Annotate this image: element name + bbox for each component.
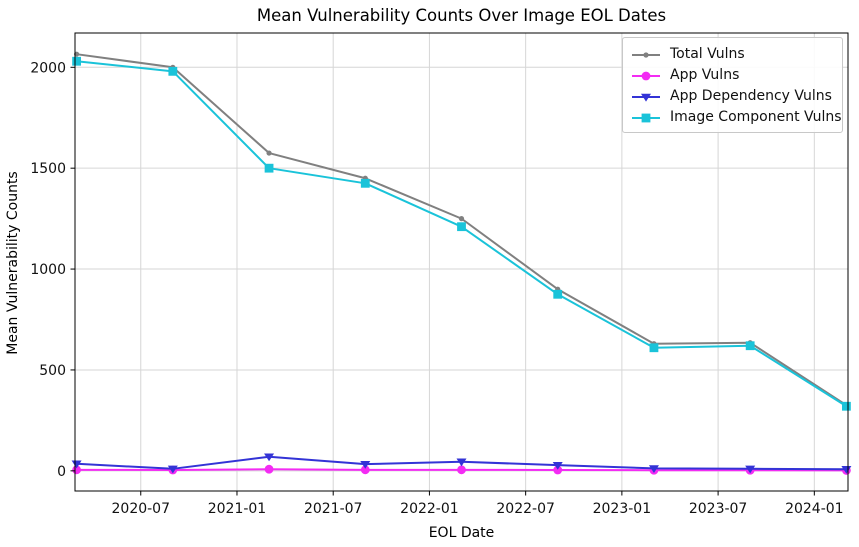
legend-marker-total-vulns-icon (631, 47, 661, 61)
x-tick-label: 2021-01 (208, 501, 267, 517)
x-tick-label: 2020-07 (112, 501, 171, 517)
chart-title: Mean Vulnerability Counts Over Image EOL… (256, 6, 667, 25)
data-point-circle (264, 464, 274, 474)
data-point-square (649, 343, 659, 353)
data-point-square (264, 163, 274, 173)
data-point-triangle (167, 465, 178, 474)
data-point-triangle (360, 460, 371, 469)
data-point-triangle (841, 466, 852, 474)
x-tick-label: 2022-01 (400, 501, 459, 517)
data-point-triangle (264, 453, 275, 462)
x-tick-label: 2022-07 (496, 501, 555, 517)
plot-border (74, 32, 849, 492)
x-tick-label: 2023-07 (689, 501, 748, 517)
data-point-dot (266, 150, 272, 156)
legend-label: Total Vulns (670, 45, 745, 62)
data-point-triangle (745, 465, 756, 474)
legend-marker-image-component-vulns-icon (631, 110, 661, 124)
y-tick-label: 1000 (30, 262, 66, 278)
legend-item-total-vulns: Total Vulns (631, 43, 834, 64)
data-point-triangle (456, 458, 467, 467)
data-point-square (168, 66, 178, 76)
legend-label: App Dependency Vulns (670, 87, 832, 104)
data-point-circle (553, 465, 563, 475)
legend-label: App Vulns (670, 66, 740, 83)
data-point-square (553, 289, 563, 299)
legend-marker-app-vulns-icon (631, 68, 661, 82)
data-point-square (745, 341, 755, 351)
legend-item-image-component-vulns: Image Component Vulns (631, 106, 842, 127)
y-tick-label: 1500 (30, 161, 66, 177)
y-tick-label: 2000 (30, 60, 66, 76)
data-point-triangle (552, 461, 563, 470)
data-point-square (841, 401, 851, 411)
legend: Total Vulns App Vulns App Dependency Vul… (622, 37, 843, 133)
data-point-triangle (648, 465, 659, 474)
data-point-triangle (71, 460, 82, 469)
legend-label: Image Component Vulns (670, 108, 842, 125)
data-point-circle (72, 465, 82, 475)
legend-item-app-vulns: App Vulns (631, 64, 834, 85)
legend-marker-app-dependency-vulns-icon (631, 89, 661, 103)
data-point-circle (457, 465, 466, 475)
y-tick-label: 0 (57, 464, 66, 480)
data-point-dot (458, 216, 465, 222)
x-axis-label: EOL Date (428, 525, 495, 541)
data-point-circle (360, 465, 370, 475)
data-point-square (457, 222, 466, 232)
legend-item-app-dependency-vulns: App Dependency Vulns (631, 85, 834, 106)
data-point-square (360, 178, 370, 188)
x-tick-label: 2021-07 (304, 501, 363, 517)
x-tick-label: 2023-01 (593, 501, 652, 517)
data-point-square (72, 56, 82, 66)
y-tick-label: 500 (39, 363, 66, 379)
x-tick-label: 2024-01 (785, 501, 844, 517)
